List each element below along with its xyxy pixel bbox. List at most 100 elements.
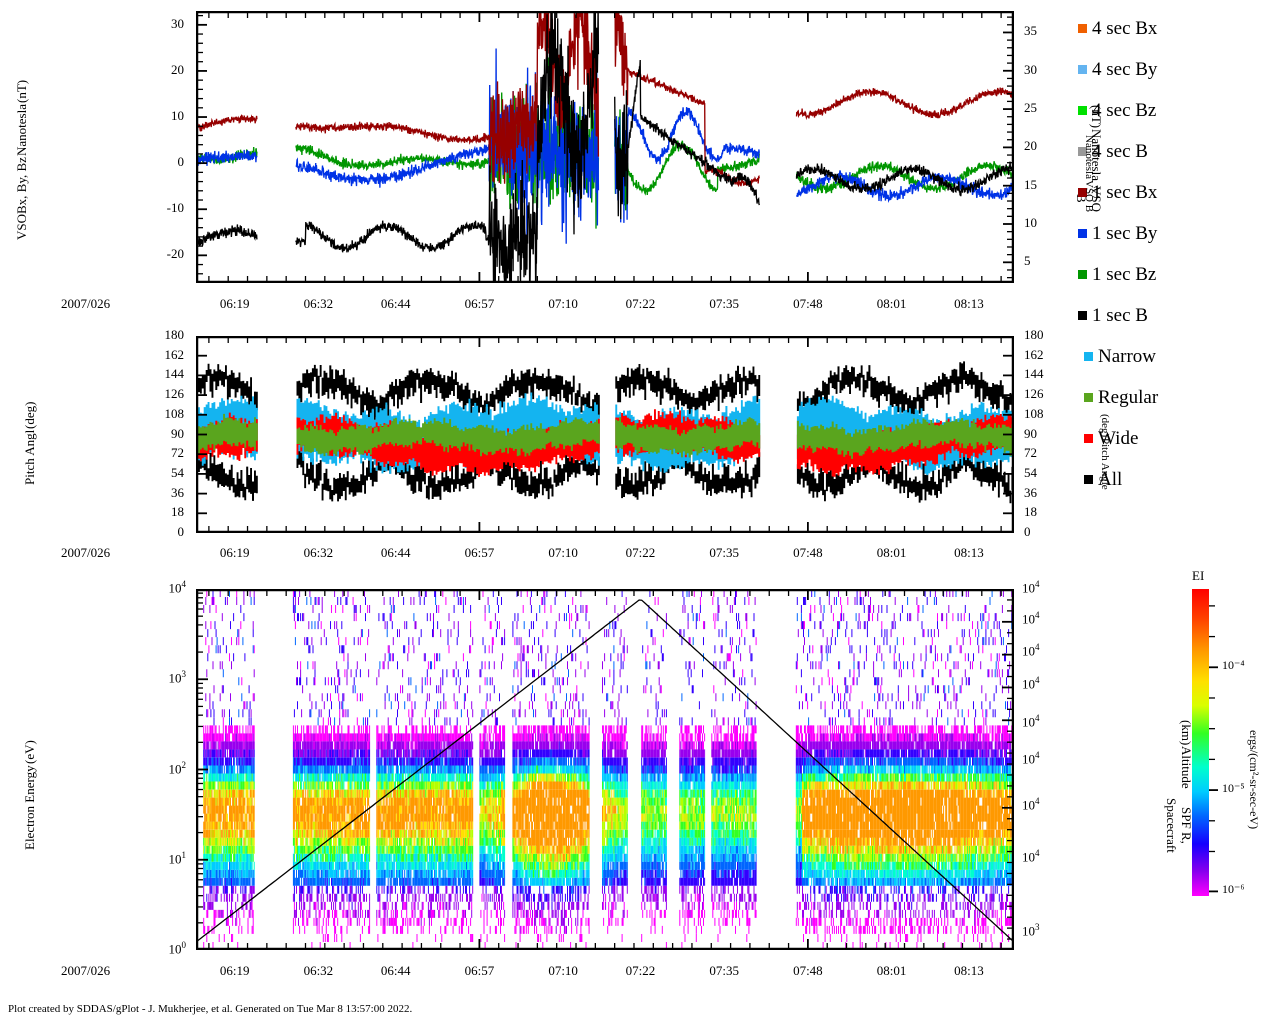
legend-item-label: 1 sec B xyxy=(1092,305,1148,326)
legend-g1-line1: VSO B xyxy=(1083,179,1095,212)
x-tick-label: 07:48 xyxy=(793,296,823,311)
footer-caption: Plot created by SDDAS/gPlot - J. Mukherj… xyxy=(8,1003,413,1015)
p3-right-title-line2: Altitude xyxy=(1179,746,1194,789)
p1-left-title-line1: VSOBx, By, Bz xyxy=(14,157,29,240)
y-tick-label: 180 xyxy=(164,327,185,342)
legend-swatch-icon xyxy=(1084,434,1093,443)
y-tick-label-right: 103 xyxy=(1022,921,1040,939)
x-tick-label: 06:57 xyxy=(464,545,495,560)
legend-item-4-sec-bx[interactable]: 4 sec Bx xyxy=(1078,8,1278,49)
x-tick-label: 08:01 xyxy=(876,963,907,978)
y-tick-label: 0 xyxy=(177,154,185,170)
legend-item-regular[interactable]: Regular xyxy=(1084,377,1278,418)
legend-item-label: 1 sec By xyxy=(1092,223,1158,244)
y-tick-label-right: 104 xyxy=(1022,642,1040,659)
y-tick-label-right: 25 xyxy=(1024,100,1037,116)
spectrogram-cells xyxy=(203,781,1012,862)
x-tick-label: 07:10 xyxy=(548,963,578,978)
y-tick-label: 103 xyxy=(168,669,187,686)
electron-spectrogram-plot xyxy=(196,589,1014,950)
y-tick-label: 102 xyxy=(168,759,187,776)
y-tick-label-right: 30 xyxy=(1024,61,1037,77)
x-tick-label: 08:13 xyxy=(954,296,984,311)
legend-item-4-sec-b[interactable]: 4 sec B xyxy=(1078,131,1278,172)
colorbar-tick-label: 10⁻⁶ xyxy=(1222,882,1245,897)
y-tick-label: 90 xyxy=(171,425,184,441)
legend-item-label: Narrow xyxy=(1098,346,1157,367)
y-tick-label: 108 xyxy=(164,405,185,421)
x-tick-label: 07:48 xyxy=(793,963,823,978)
x-tick-label: 06:44 xyxy=(380,296,411,311)
colorbar-units-text: ergs/(cm²-sr-sec-eV) xyxy=(1247,730,1261,830)
legend-group1-title: VSO B Nanotesla xyxy=(1064,112,1096,212)
y-tick-label-right: 18 xyxy=(1024,504,1037,520)
legend-item-4-sec-bz[interactable]: 4 sec Bz xyxy=(1078,90,1278,131)
y-tick-label: 101 xyxy=(168,849,187,867)
x-tick-label: 06:32 xyxy=(303,963,334,978)
p1-right-title-line2: Nanotesla xyxy=(1089,129,1104,182)
colorbar-title: EI xyxy=(1192,568,1205,583)
legend-g1-line2: Nanotesla xyxy=(1083,134,1095,179)
x-tick-label: 08:01 xyxy=(876,545,907,560)
x-tick-label: 06:44 xyxy=(380,545,411,560)
legend-item-wide[interactable]: Wide xyxy=(1084,418,1278,459)
legend-item-label: 1 sec Bz xyxy=(1092,264,1157,285)
legend-item-all[interactable]: All xyxy=(1084,459,1278,500)
pitch-angle-plot xyxy=(196,336,1014,533)
legend-item-1-sec-bx[interactable]: 1 sec Bx xyxy=(1078,172,1278,213)
spectrogram-cells xyxy=(203,773,1012,870)
legend-swatch-icon xyxy=(1078,188,1087,197)
legend-item-1-sec-by[interactable]: 1 sec By xyxy=(1078,213,1278,254)
legend-swatch-icon xyxy=(1078,147,1087,156)
series-By xyxy=(198,48,1012,244)
colorbar-units: ergs/(cm²-sr-sec-eV) xyxy=(1243,690,1261,870)
colorbar-ticks: 10⁻⁴ 10⁻⁵ 10⁻⁶ xyxy=(1209,580,1280,910)
x-tick-label: 07:35 xyxy=(709,296,739,311)
y-tick-label-right: 0 xyxy=(1024,524,1031,539)
y-tick-label-right: 10 xyxy=(1024,215,1037,230)
x-tick-label: 06:32 xyxy=(303,296,334,311)
legend-item-narrow[interactable]: Narrow xyxy=(1084,336,1278,377)
spectrogram-cells xyxy=(203,591,1012,910)
x-tick-label: 07:22 xyxy=(625,963,656,978)
p1-right-title-line1: VSO B xyxy=(1074,185,1104,212)
y-tick-label: 0 xyxy=(177,524,185,539)
legend-item-1-sec-bz[interactable]: 1 sec Bz xyxy=(1078,254,1278,295)
y-tick-label-right: 15 xyxy=(1024,176,1037,192)
legend: 4 sec Bx 4 sec By 4 sec Bz 4 sec B 1 sec Bx 1… xyxy=(1078,8,1278,500)
x-tick-label: 06:57 xyxy=(464,963,495,978)
legend-item-4-sec-by[interactable]: 4 sec By xyxy=(1078,49,1278,90)
magnetic-field-plot xyxy=(196,11,1014,283)
p2-date-label: 2007/026 xyxy=(61,545,111,560)
y-tick-label-right: 104 xyxy=(1022,609,1040,626)
p1-right-title-line3: (nT) xyxy=(1089,105,1104,129)
p1-left-title-line3: (nT) xyxy=(14,79,29,104)
legend-item-label: 4 sec By xyxy=(1092,59,1158,80)
legend-swatch-icon xyxy=(1078,311,1087,320)
legend-item-label: 4 sec Bx xyxy=(1092,18,1158,39)
y-tick-label-right: 104 xyxy=(1022,750,1040,767)
spectrogram-cells xyxy=(203,757,1012,886)
p2-left-axis-title: Pitch Angl (deg) xyxy=(22,390,68,485)
p3-right-title-line1: SPF R, Spacecraft xyxy=(1164,797,1194,853)
y-tick-label: 30 xyxy=(171,15,184,31)
series-Bx xyxy=(198,13,1012,188)
p1-right-axis-title: VSO B Nanotesla (nT) xyxy=(1052,105,1104,215)
y-tick-label: 72 xyxy=(171,445,184,461)
y-tick-label-right: 35 xyxy=(1024,23,1037,39)
legend-item-label: 4 sec B xyxy=(1092,141,1148,162)
p2-left-title-line2: (deg) xyxy=(22,401,37,429)
p3-right-axis-title: SPF R, Spacecraft Altitude (km) xyxy=(1138,720,1194,860)
p3-xaxis-labels: 06:19 06:32 06:44 06:57 07:10 07:22 07:35 07:48… xyxy=(0,963,1100,981)
x-tick-label: 07:10 xyxy=(548,545,578,560)
y-tick-label: 100 xyxy=(168,940,187,957)
x-tick-label: 08:01 xyxy=(876,296,907,311)
y-tick-label: -10 xyxy=(166,200,184,216)
y-tick-label-right: 108 xyxy=(1024,405,1044,421)
p3-left-title-line2: (eV) xyxy=(22,740,37,765)
x-tick-label: 07:10 xyxy=(548,296,578,311)
x-tick-label: 07:35 xyxy=(709,963,739,978)
legend-swatch-icon xyxy=(1078,229,1087,238)
legend-item-label: Regular xyxy=(1098,387,1159,408)
legend-item-1-sec-b[interactable]: 1 sec B xyxy=(1078,295,1278,336)
